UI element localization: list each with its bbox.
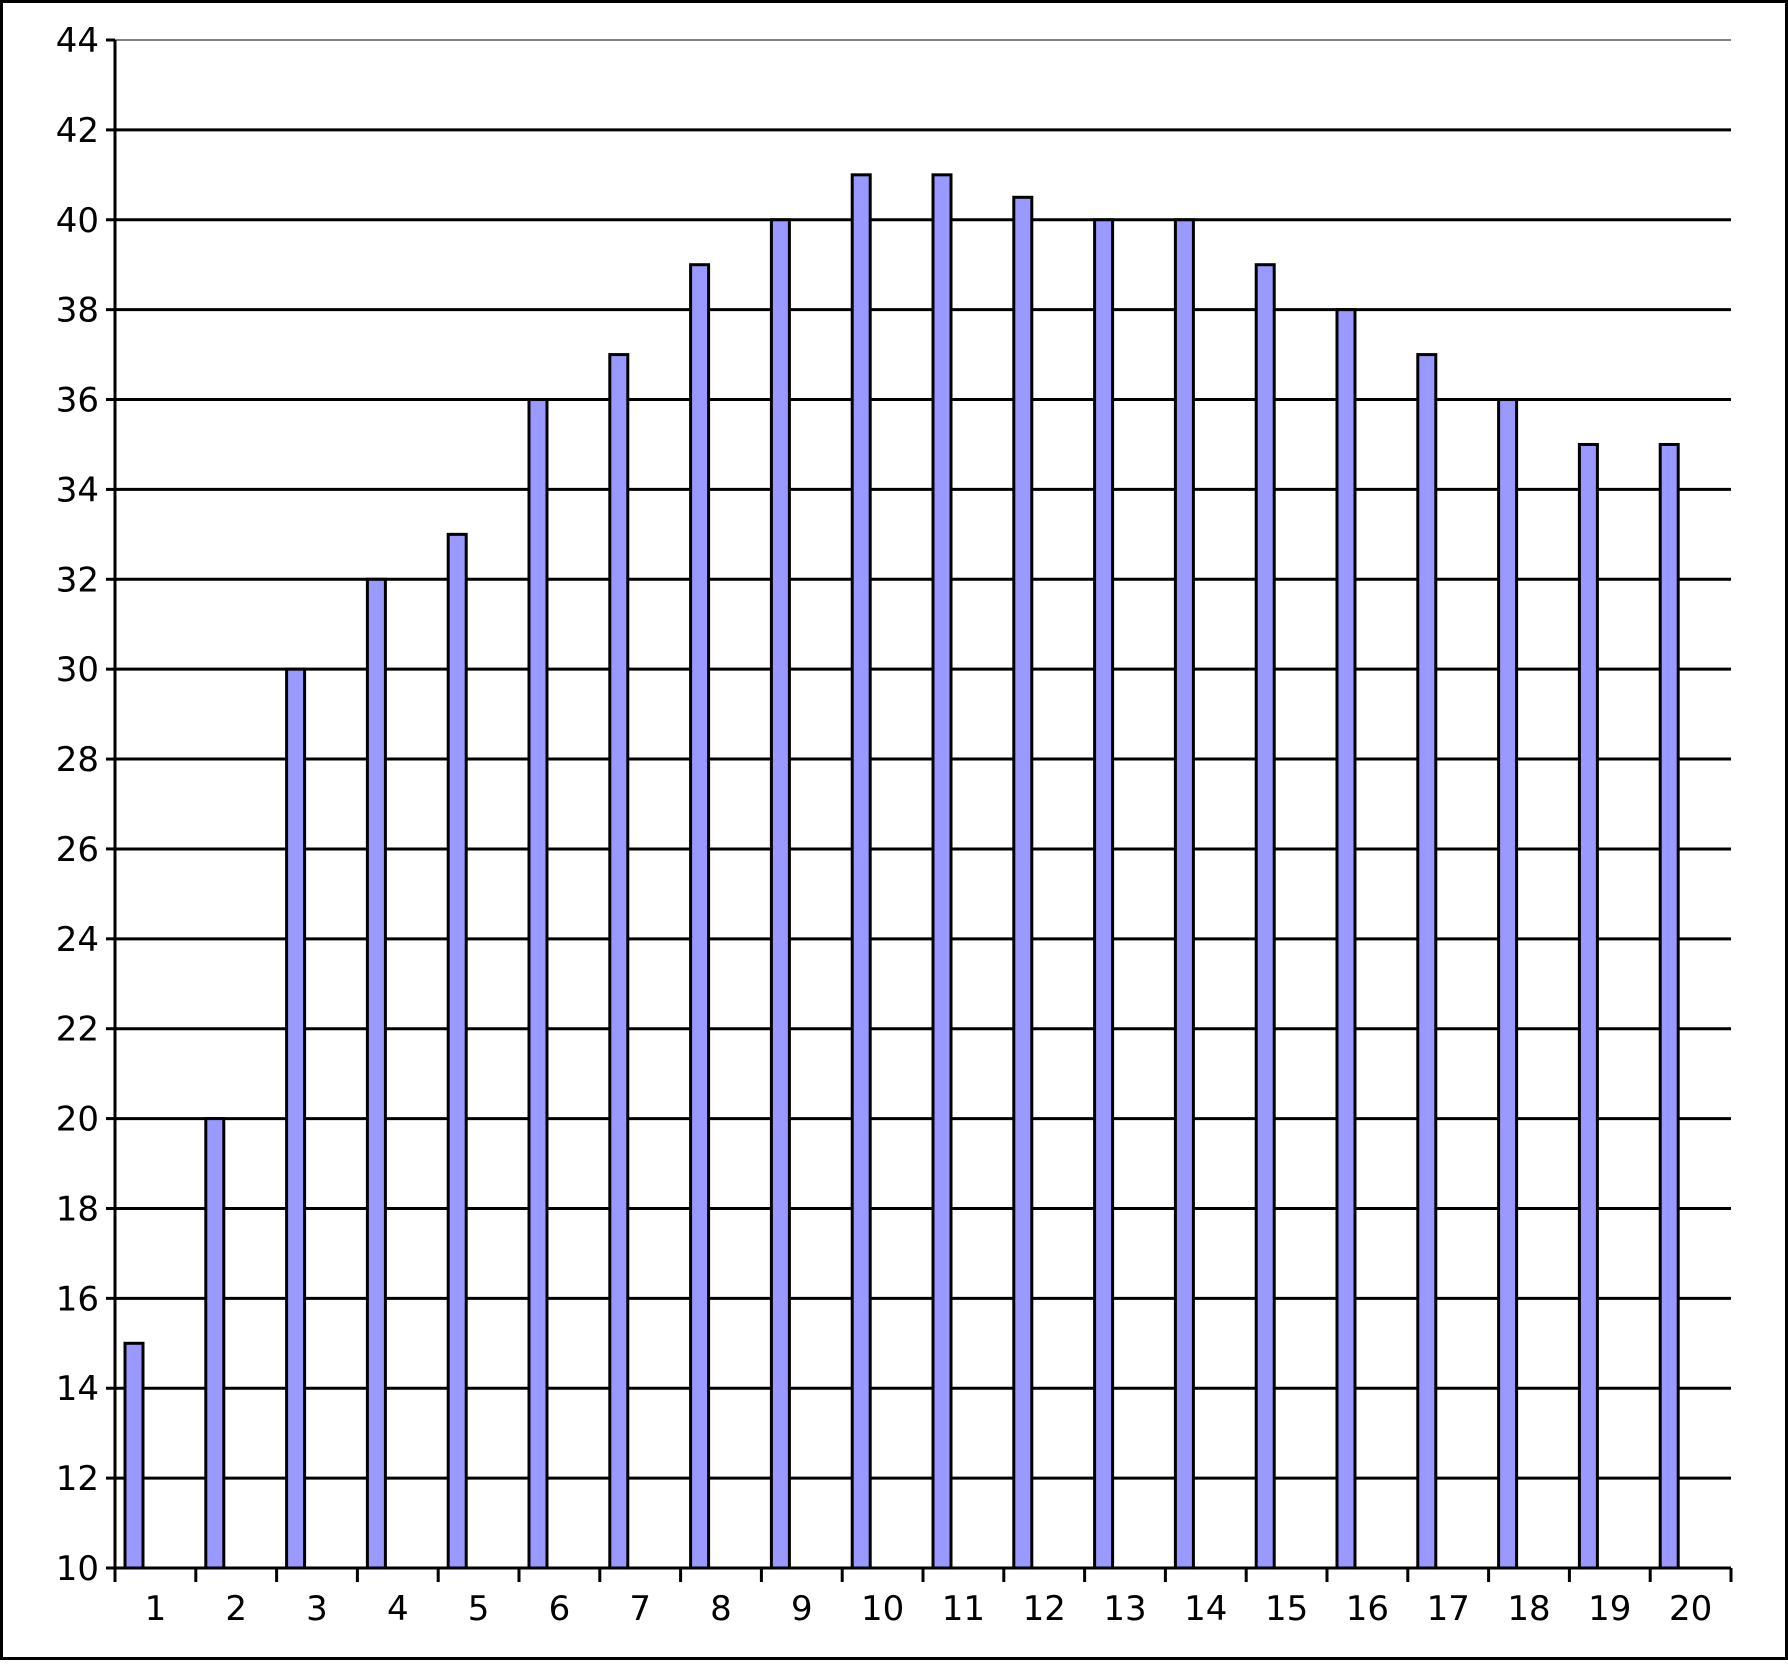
bar-12	[1012, 195, 1034, 1570]
bar-18	[1497, 398, 1519, 1570]
bar-19	[1577, 442, 1599, 1570]
x-tick-label: 9	[791, 1589, 813, 1629]
x-tick-label: 6	[549, 1589, 571, 1629]
bar-6	[527, 398, 549, 1570]
x-tick-label: 2	[225, 1589, 247, 1629]
x-tick-label: 19	[1588, 1589, 1631, 1629]
x-tick-label: 11	[942, 1589, 985, 1629]
bar-17	[1416, 353, 1438, 1570]
axes	[106, 38, 1733, 1582]
x-tick-label: 18	[1507, 1589, 1550, 1629]
y-tick-label: 26	[56, 830, 99, 870]
x-tick-label: 5	[468, 1589, 490, 1629]
y-tick-label: 36	[56, 381, 99, 421]
y-tick-label: 40	[56, 201, 99, 241]
bar-16	[1335, 308, 1357, 1570]
x-tick-labels: 1 2 3 4 5 6 7 8 9 10 11 12 13 14 15 16 17 18 19 20	[145, 1589, 1713, 1629]
x-tick-label: 1	[145, 1589, 167, 1629]
x-tick-label: 17	[1427, 1589, 1470, 1629]
y-tick-label: 32	[56, 560, 99, 600]
bar-10	[850, 173, 872, 1570]
x-tick-label: 4	[387, 1589, 409, 1629]
y-tick-label: 30	[56, 650, 99, 690]
bar-9	[769, 218, 791, 1570]
y-tick-label: 16	[56, 1279, 99, 1319]
bar-11	[931, 173, 953, 1570]
y-tick-label: 38	[56, 291, 99, 331]
y-tick-label: 20	[56, 1100, 99, 1140]
x-tick-label: 12	[1023, 1589, 1066, 1629]
x-tick-label: 14	[1184, 1589, 1227, 1629]
y-tick-label: 28	[56, 740, 99, 780]
bar-13	[1093, 218, 1115, 1570]
x-tick-label: 15	[1265, 1589, 1308, 1629]
bar-8	[689, 263, 711, 1570]
bar-5	[446, 532, 468, 1570]
x-tick-label: 7	[629, 1589, 651, 1629]
y-tick-labels: 10 12 14 16 18 20 22 24 26 28 30 32 34 36 38 40 42 44	[56, 21, 99, 1589]
y-tick-label: 24	[56, 920, 99, 960]
y-tick-label: 18	[56, 1189, 99, 1229]
bar-4	[365, 577, 387, 1570]
bar-3	[285, 667, 307, 1570]
y-tick-label: 42	[56, 111, 99, 151]
x-tick-label: 3	[306, 1589, 328, 1629]
x-tick-label: 8	[710, 1589, 732, 1629]
bar-15	[1254, 263, 1276, 1570]
bar-14	[1173, 218, 1195, 1570]
bar-7	[608, 353, 630, 1570]
bar-2	[204, 1117, 226, 1570]
y-tick-label: 10	[56, 1549, 99, 1589]
x-tick-label: 10	[861, 1589, 904, 1629]
x-tick-label: 16	[1346, 1589, 1389, 1629]
y-tick-label: 34	[56, 470, 99, 510]
x-tick-label: 20	[1669, 1589, 1712, 1629]
y-tick-label: 22	[56, 1010, 99, 1050]
y-tick-label: 14	[56, 1369, 99, 1409]
x-tick-label: 13	[1103, 1589, 1146, 1629]
y-tick-label: 12	[56, 1459, 99, 1499]
bar-20	[1658, 442, 1680, 1570]
y-tick-label: 44	[56, 21, 99, 61]
bar-1	[123, 1341, 145, 1570]
